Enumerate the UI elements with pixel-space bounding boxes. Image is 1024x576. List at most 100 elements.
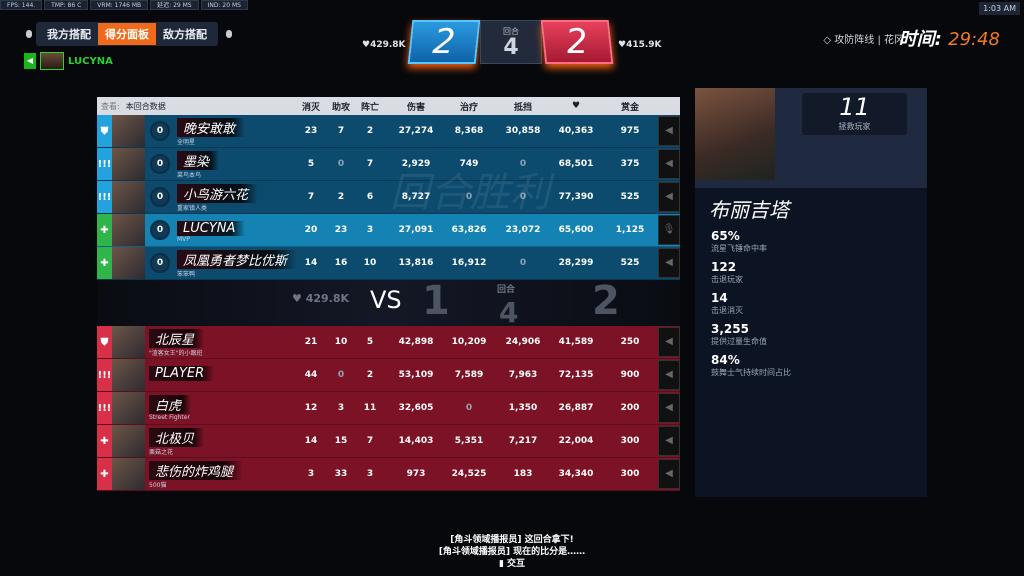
player-row[interactable]: ✚ 北极贝 栗菇之花 14 15 7 14,403 5,351 7,217 22,004 300 ◀: [97, 425, 680, 458]
stat-cell: 40,363: [558, 126, 594, 136]
stat-cell: 6: [366, 192, 374, 202]
stat-cell: 3: [366, 469, 374, 479]
mute-speaker-icon[interactable]: ◀: [658, 248, 680, 278]
mute-speaker-icon[interactable]: ◀: [658, 459, 680, 489]
stat-cell: 33: [334, 469, 348, 479]
tab-our-comp[interactable]: 我方搭配: [47, 28, 91, 41]
mouse-icon: ▮: [498, 559, 508, 569]
stat-cell: 21: [304, 337, 318, 347]
hero-portrait: [112, 148, 145, 180]
stat-cell: 250: [620, 337, 640, 347]
player-name[interactable]: 凤凰勇者梦比优斯: [177, 250, 298, 269]
stat-cell: 63,826: [451, 225, 487, 235]
player-row[interactable]: !!! 0 墨染 菜鸟本鸟 5 0 7 2,929 749 0 68,501 375 ◀: [97, 148, 680, 181]
player-row[interactable]: !!! 0 小鸟游六花 重家镇人类 7 2 6 8,727 0 0 77,390 525 ◀: [97, 181, 680, 214]
column-header[interactable]: 抵挡: [513, 102, 533, 113]
column-header[interactable]: 消灭: [301, 102, 321, 113]
hero-stat-value: 65%: [711, 229, 740, 243]
column-header[interactable]: 治疗: [459, 102, 479, 113]
player-title: 重家镇人类: [177, 205, 208, 212]
player-name[interactable]: LUCYNA: [177, 221, 246, 236]
player-name[interactable]: 白虎: [149, 395, 192, 414]
column-header[interactable]: 阵亡: [360, 102, 380, 113]
player-row[interactable]: ✚ 0 LUCYNA MVP 20 23 3 27,091 63,826 23,072 65,600…: [97, 214, 680, 247]
stat-cell: 20: [304, 225, 318, 235]
stat-cell: 23,072: [505, 225, 541, 235]
hero-stat-value: 84%: [711, 353, 740, 367]
stat-cell: 0: [337, 159, 345, 169]
player-row[interactable]: !!! 白虎 Street Fighter 12 3 11 32,605 0 1,350 26,8…: [97, 392, 680, 425]
hero-name: 布丽吉塔: [709, 198, 789, 222]
stat-cell: 200: [620, 403, 640, 413]
stat-cell: 0: [465, 403, 473, 413]
blue-score: 2: [407, 20, 481, 64]
player-name[interactable]: 北辰星: [149, 329, 205, 348]
player-row[interactable]: ⛊ 0 晚安敢敢 全明星 23 7 2 27,274 8,368 30,858 40,363 975 ◀: [97, 115, 680, 148]
hero-stat: 65% 流星飞锤命中率: [711, 229, 927, 254]
stat-cell: 16: [334, 258, 348, 268]
role-tank-icon: ⛊: [97, 326, 112, 358]
view-select[interactable]: 本回合数据: [125, 101, 166, 111]
clock: 1:03 AM: [979, 2, 1020, 15]
stat-cell: 749: [459, 159, 479, 169]
mute-speaker-icon[interactable]: ◀: [658, 149, 680, 179]
player-name[interactable]: 晚安敢敢: [177, 118, 246, 137]
column-header[interactable]: ♥: [571, 101, 581, 111]
match-time: 时间: 29:48: [899, 25, 1000, 51]
stat-cell: 975: [620, 126, 640, 136]
stat-cell: 12: [304, 403, 318, 413]
hero-portrait: [112, 359, 145, 391]
mute-speaker-icon[interactable]: ◀: [658, 116, 680, 146]
tab-scoreboard[interactable]: 得分面板: [98, 23, 156, 45]
player-row[interactable]: !!! PLAYER 44 0 2 53,109 7,589 7,963 72,135 900 ◀: [97, 359, 680, 392]
mute-speaker-icon[interactable]: ◀: [658, 327, 680, 357]
player-name[interactable]: 墨染: [177, 151, 220, 170]
mute-speaker-icon[interactable]: ◀: [658, 426, 680, 456]
mic-icon[interactable]: 🎙: [658, 215, 680, 245]
stat-cell: 10: [334, 337, 348, 347]
scoreboard: 查看: 本回合数据 消灭 助攻 阵亡 伤害 治疗 抵挡 ♥ 赏金 ⛊ 0 晚安敢敢 全明星 23 7 2 2…: [97, 97, 680, 491]
player-row[interactable]: ⛊ 北辰星 "渣客女王"的小跟班 21 10 5 42,898 10,209 24,906 41,…: [97, 326, 680, 359]
view-label: 查看:: [101, 101, 120, 111]
ult-charge: 0: [150, 154, 170, 174]
stat-cell: 26,887: [558, 403, 594, 413]
tab-enemy-comp[interactable]: 敌方搭配: [163, 28, 207, 41]
stat-cell: 68,501: [558, 159, 594, 169]
mode-icon: ◇: [823, 35, 835, 46]
player-name[interactable]: 北极贝: [149, 428, 205, 447]
role-dps-icon: !!!: [97, 392, 112, 424]
hero-stat-label: 鼓舞士气持续时间占比: [711, 368, 791, 377]
interact-label: 交互: [507, 559, 526, 569]
hero-portrait: [112, 247, 145, 279]
subtitle-line: [角斗领域播报员] 这回合拿下!: [450, 535, 574, 545]
stat-cell: 10,209: [451, 337, 487, 347]
player-title: "渣客女王"的小跟班: [149, 350, 203, 357]
stat-cell: 24,525: [451, 469, 487, 479]
vs-divider: ♥ 429.8K 1 回合 4 2 VS: [97, 278, 680, 329]
hero-portrait: [112, 214, 145, 246]
player-name[interactable]: 小鸟游六花: [177, 184, 259, 203]
interact-prompt[interactable]: ▮ 交互: [0, 558, 1024, 570]
red-total: ♥415.9K: [618, 40, 662, 50]
column-header[interactable]: 伤害: [406, 102, 426, 113]
mute-speaker-icon[interactable]: ◀: [658, 360, 680, 390]
mouse-right-icon: [226, 30, 232, 38]
stat-cell: 7: [366, 436, 374, 446]
player-row[interactable]: ✚ 悲伤的炸鸡腿 500猫 3 33 3 973 24,525 183 34,340 300 ◀: [97, 458, 680, 491]
stat-cell: 0: [337, 370, 345, 380]
player-name[interactable]: 悲伤的炸鸡腿: [149, 461, 244, 480]
perf-overlay: FPS: 144. TMP: 86 C VRM: 1746 MB 延迟: 29 MS I…: [0, 0, 248, 10]
role-dps-icon: !!!: [97, 359, 112, 391]
stat-cell: 8,727: [401, 192, 431, 202]
column-header[interactable]: 赏金: [620, 102, 640, 113]
mute-speaker-icon[interactable]: ◀: [658, 182, 680, 212]
mute-speaker-icon[interactable]: ◀: [658, 393, 680, 423]
stat-cell: 22,004: [558, 436, 594, 446]
player-name[interactable]: PLAYER: [149, 366, 215, 381]
column-header[interactable]: 助攻: [331, 102, 351, 113]
player-row[interactable]: ✚ 0 凤凰勇者梦比优斯 笨笨鸭 14 16 10 13,816 16,912 0 28,299 52…: [97, 247, 680, 280]
role-support-icon: ✚: [97, 214, 112, 246]
stat-cell: 77,390: [558, 192, 594, 202]
stat-cell: 8,368: [454, 126, 484, 136]
stat-cell: 525: [620, 192, 640, 202]
